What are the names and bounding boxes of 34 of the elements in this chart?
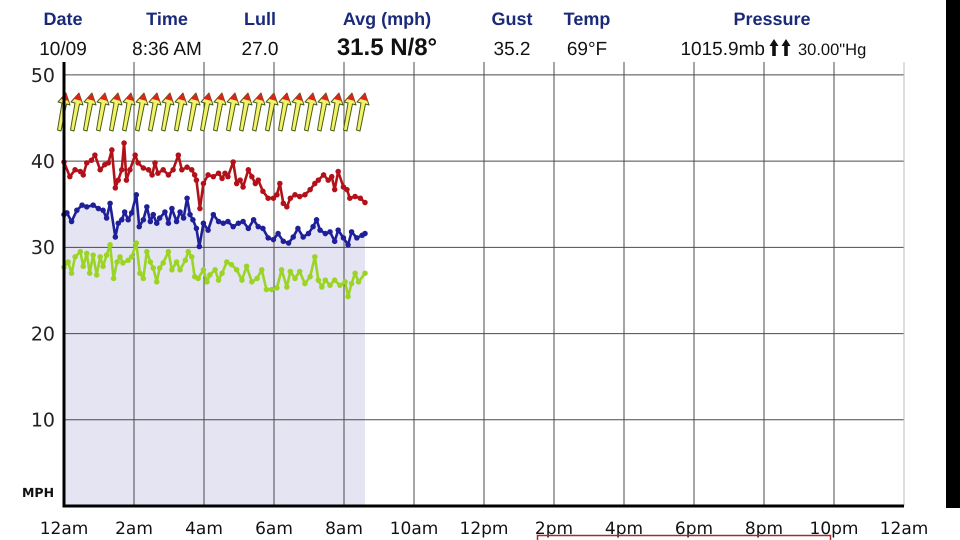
text: Temp <box>564 9 610 29</box>
x-tick-label: 10pm <box>810 519 858 539</box>
x-tick-label: 8pm <box>744 519 784 539</box>
x-tick-label: 2pm <box>534 519 574 539</box>
x-tick-label: 6am <box>255 519 293 539</box>
text: 69°F <box>566 39 608 60</box>
text: 8:36 AM <box>132 39 202 60</box>
x-tick-label: 4pm <box>604 519 644 539</box>
y-axis-title: MPH <box>22 485 54 500</box>
y-tick-label: 50 <box>30 64 55 87</box>
text: Time <box>146 9 188 29</box>
y-tick-label: 40 <box>30 150 55 173</box>
text: 1015.9mb <box>680 39 765 60</box>
text: Lull <box>244 9 276 29</box>
x-tick-label: 8am <box>325 519 363 539</box>
x-tick-label: 4am <box>185 519 223 539</box>
text: Avg (mph) <box>342 9 432 29</box>
text: Pressure <box>733 9 811 29</box>
x-tick-label: 12am <box>880 519 928 539</box>
text: 31.5 N/8° <box>336 34 438 61</box>
x-tick-label: 6pm <box>674 519 714 539</box>
text: 35.2 <box>494 39 530 60</box>
text: 30.00"Hg <box>798 41 866 59</box>
x-tick-label: 12pm <box>460 519 508 539</box>
x-tick-label: 12am <box>40 519 88 539</box>
text: Date <box>43 9 83 29</box>
x-tick-label: 2am <box>115 519 153 539</box>
text: Gust <box>491 9 533 29</box>
x-tick-label: 10am <box>390 519 438 539</box>
y-tick-label: 20 <box>30 323 55 346</box>
y-tick-label: 10 <box>30 410 55 432</box>
text: 27.0 <box>242 39 278 60</box>
text: 10/09 <box>39 39 87 60</box>
y-tick-label: 30 <box>30 237 55 260</box>
